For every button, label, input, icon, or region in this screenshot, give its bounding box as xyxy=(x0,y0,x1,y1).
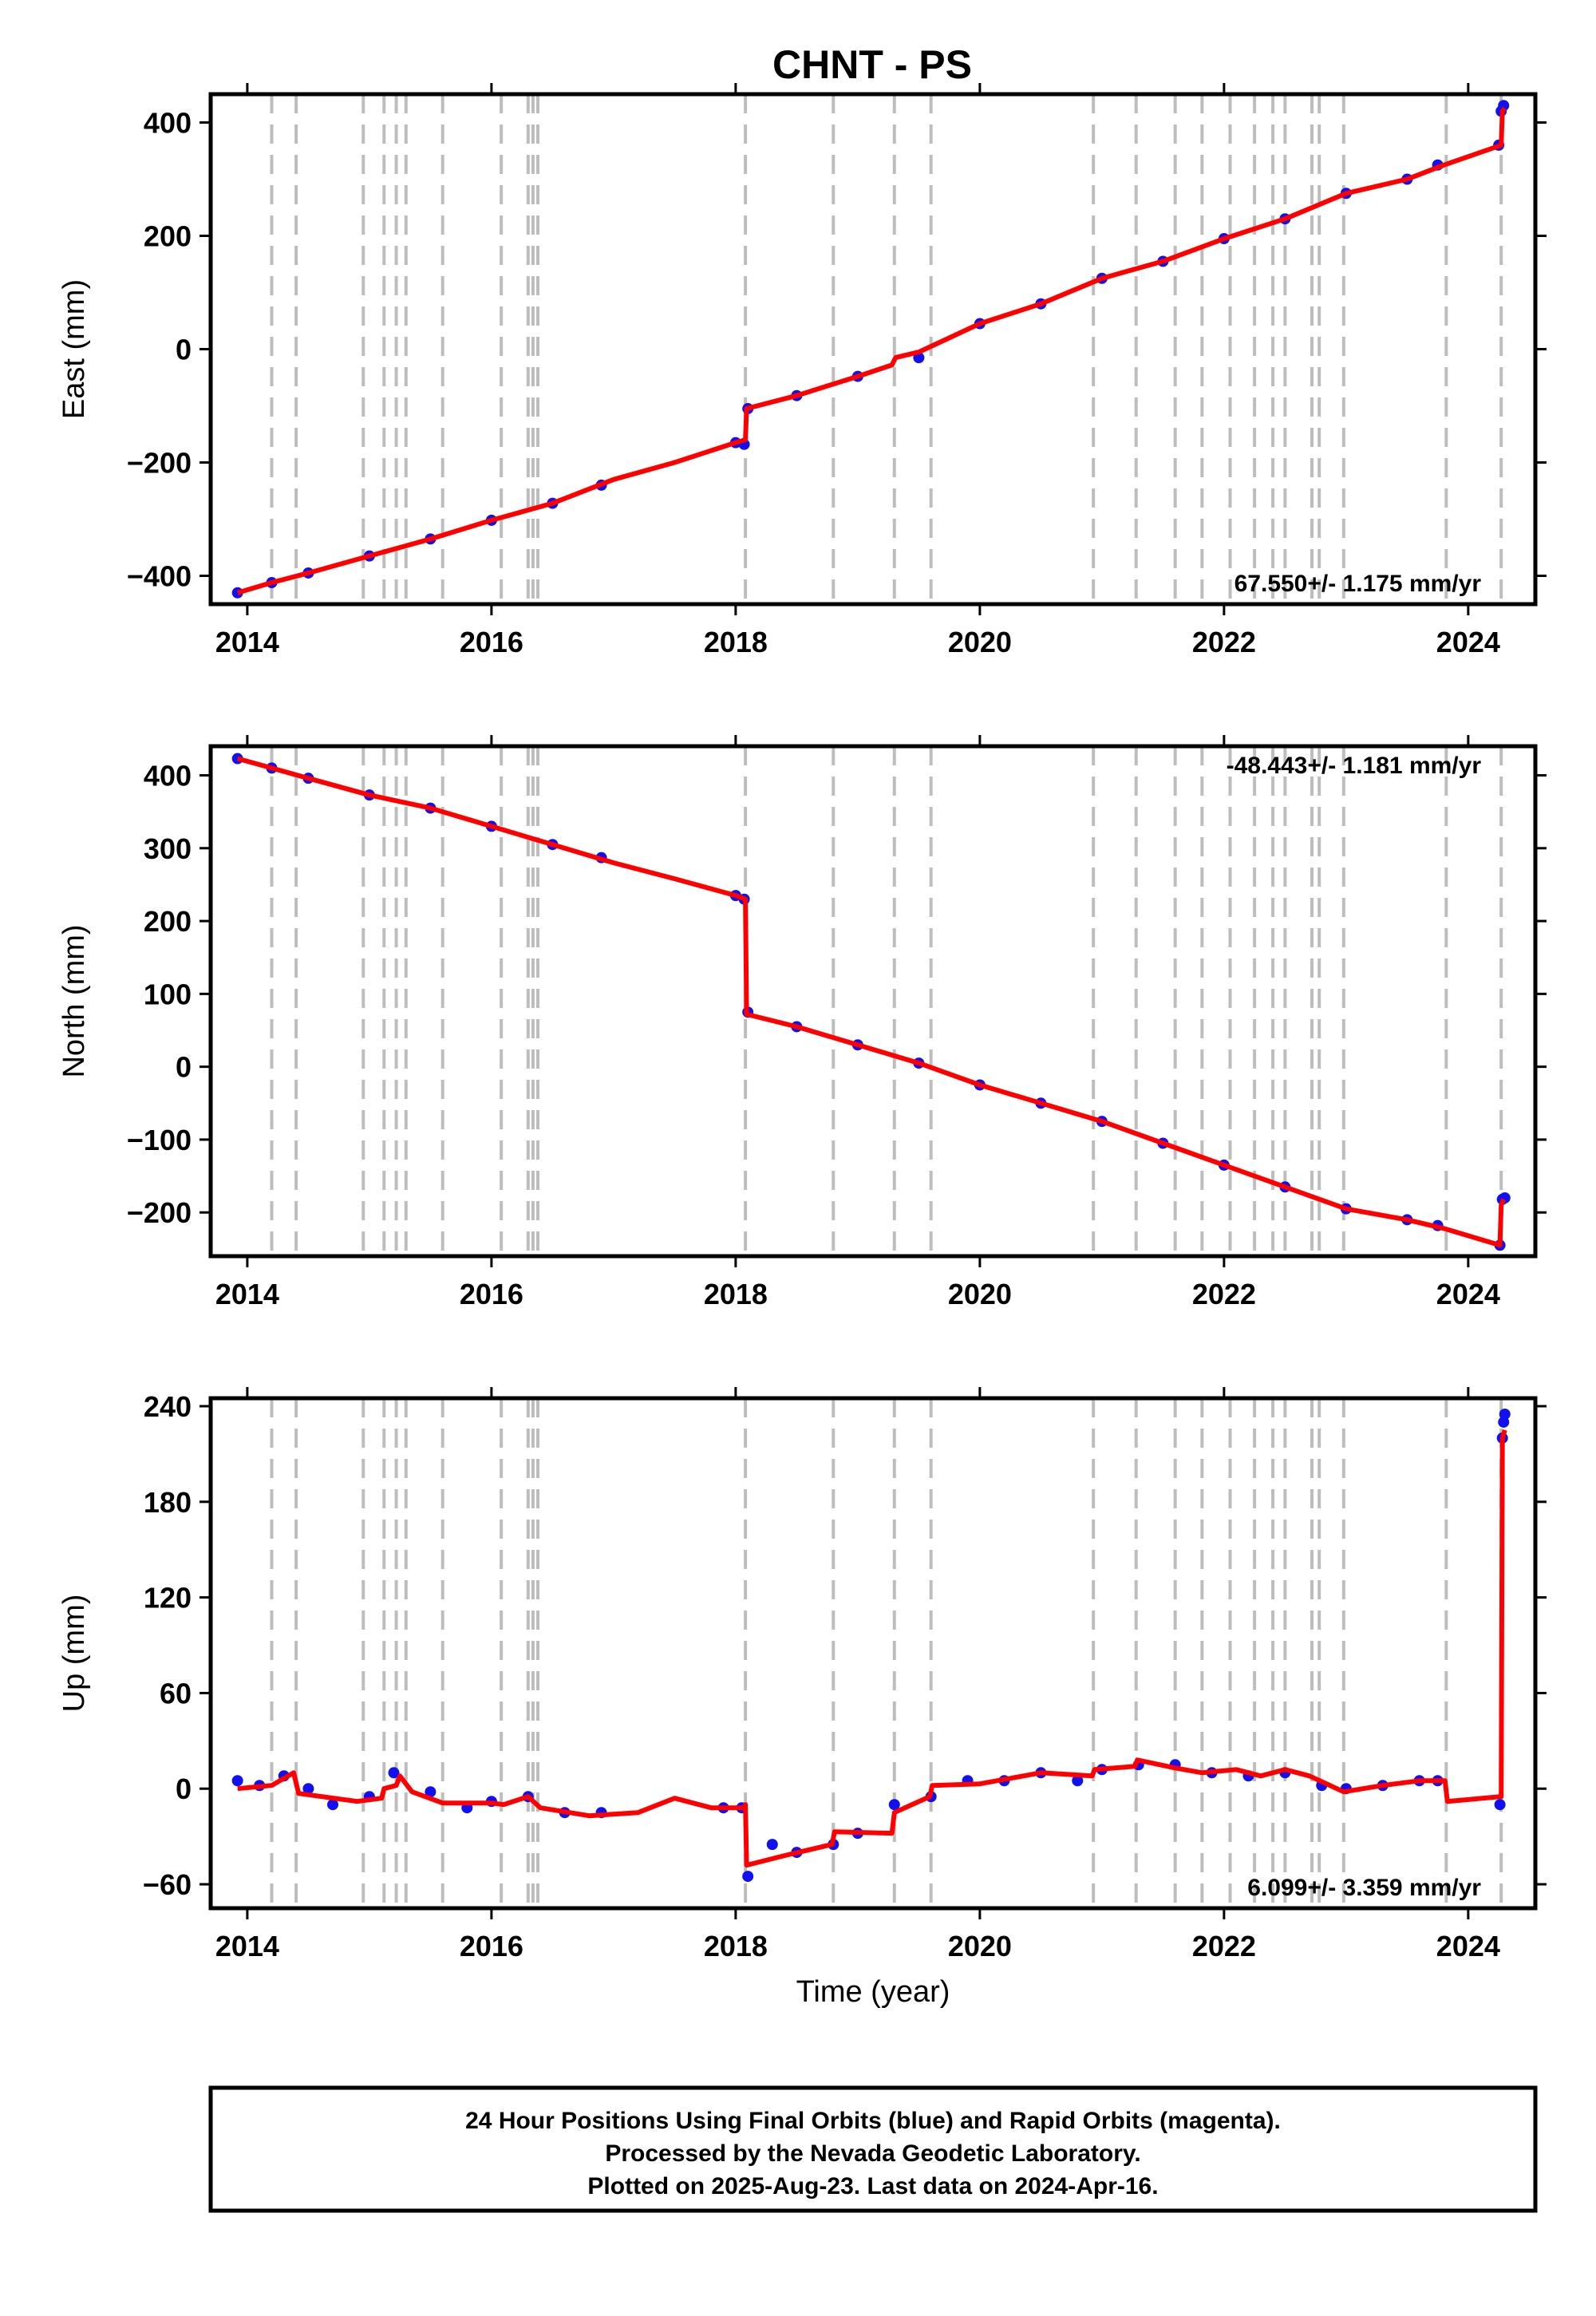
east-x-tick-label-2: 2018 xyxy=(704,626,768,658)
up-data-point-15 xyxy=(742,1871,754,1883)
east-x-tick-label-5: 2024 xyxy=(1436,626,1500,658)
up-x-tick-label-4: 2022 xyxy=(1192,1930,1256,1962)
up-y-axis-label: Up (mm) xyxy=(57,1595,91,1713)
up-y-tick-label-4: 180 xyxy=(144,1486,192,1519)
figure-title: CHNT - PS xyxy=(772,42,972,87)
north-y-tick-label-4: 200 xyxy=(144,905,192,938)
up-rate-label: 6.099+/- 3.359 mm/yr xyxy=(1247,1875,1481,1901)
up-x-axis-label: Time (year) xyxy=(796,1975,950,2009)
east-model-line xyxy=(236,106,1507,595)
up-data-point-37 xyxy=(1494,1799,1506,1811)
east-x-tick-label-4: 2022 xyxy=(1192,626,1256,658)
north-y-tick-label-0: −200 xyxy=(127,1196,192,1229)
north-y-tick-label-6: 400 xyxy=(144,760,192,792)
up-y-tick-label-3: 120 xyxy=(144,1582,192,1614)
footer-box: 24 Hour Positions Using Final Orbits (bl… xyxy=(208,2085,1538,2213)
east-data-point-25 xyxy=(1498,100,1510,112)
up-x-tick-label-3: 2020 xyxy=(948,1930,1012,1962)
north-y-tick-label-2: 0 xyxy=(176,1051,192,1084)
east-panel: 2014 2016 2018 2020 2022 2024 −400 −200 0 200 400 E… xyxy=(57,83,1547,658)
north-y-tick-label-1: −100 xyxy=(127,1124,192,1156)
up-y-tick-label-1: 0 xyxy=(176,1773,192,1805)
north-y-axis-label: North (mm) xyxy=(57,924,91,1077)
up-y-tick-label-2: 60 xyxy=(160,1677,192,1709)
north-x-tick-label-0: 2014 xyxy=(215,1278,279,1310)
up-y-tick-label-5: 240 xyxy=(144,1390,192,1423)
north-x-tick-label-5: 2024 xyxy=(1436,1278,1500,1310)
east-rate-label: 67.550+/- 1.175 mm/yr xyxy=(1235,571,1482,597)
up-panel: 2014 2016 2018 2020 2022 2024 −60 0 60 120 180 240 U… xyxy=(57,1387,1547,2009)
up-x-tick-label-2: 2018 xyxy=(704,1930,768,1962)
east-y-tick-label-1: −200 xyxy=(127,447,192,480)
north-x-tick-label-2: 2018 xyxy=(704,1278,768,1310)
north-model-line xyxy=(236,756,1506,1248)
east-y-tick-label-4: 400 xyxy=(144,107,192,140)
north-frame xyxy=(208,744,1538,1259)
footer-line-2: Processed by the Nevada Geodetic Laborat… xyxy=(605,2140,1140,2167)
up-data-point-3 xyxy=(302,1783,314,1795)
north-x-tick-label-1: 2016 xyxy=(460,1278,523,1310)
east-y-tick-label-0: −400 xyxy=(127,560,192,593)
up-data-point-7 xyxy=(425,1786,437,1798)
footer-line-1: 24 Hour Positions Using Final Orbits (bl… xyxy=(465,2108,1281,2134)
east-x-tick-label-1: 2016 xyxy=(460,626,523,658)
up-data-point-16 xyxy=(766,1839,778,1851)
footer-line-3: Plotted on 2025-Aug-23. Last data on 202… xyxy=(587,2173,1158,2199)
north-x-tick-label-4: 2022 xyxy=(1192,1278,1256,1310)
north-rate-label: -48.443+/- 1.181 mm/yr xyxy=(1227,753,1482,779)
up-x-tick-label-0: 2014 xyxy=(215,1930,279,1962)
up-plot-area xyxy=(231,1398,1511,1908)
up-y-tick-label-0: −60 xyxy=(143,1868,192,1901)
east-x-tick-label-0: 2014 xyxy=(215,626,279,658)
up-data-point-40 xyxy=(1499,1408,1511,1420)
north-panel: 2014 2016 2018 2020 2022 2024 −200 −100 0 100 200 3… xyxy=(57,735,1547,1310)
up-data-point-4 xyxy=(326,1799,338,1811)
east-y-tick-label-2: 0 xyxy=(176,334,192,366)
up-frame xyxy=(208,1396,1538,1911)
east-plot-area xyxy=(231,94,1510,604)
east-x-tick-label-3: 2020 xyxy=(948,626,1012,658)
up-data-point-0 xyxy=(231,1775,243,1787)
up-data-point-25 xyxy=(1072,1775,1084,1787)
east-y-axis-label: East (mm) xyxy=(57,279,91,419)
up-x-tick-label-1: 2016 xyxy=(460,1930,523,1962)
up-model-line xyxy=(237,1429,1507,1868)
north-x-tick-label-3: 2020 xyxy=(948,1278,1012,1310)
north-plot-area xyxy=(231,746,1511,1256)
up-data-point-6 xyxy=(388,1767,400,1779)
up-x-tick-label-5: 2024 xyxy=(1436,1930,1500,1962)
north-y-tick-label-3: 100 xyxy=(144,978,192,1010)
north-y-tick-label-5: 300 xyxy=(144,832,192,865)
east-y-tick-label-3: 200 xyxy=(144,220,192,253)
up-data-point-20 xyxy=(888,1799,900,1811)
